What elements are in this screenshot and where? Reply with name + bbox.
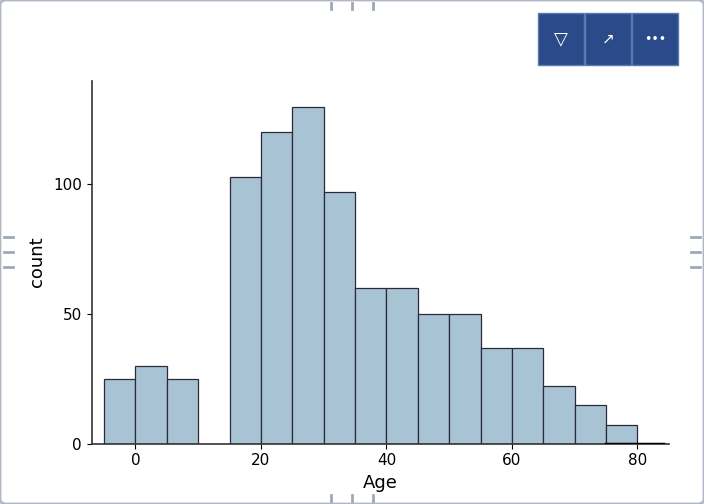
Bar <box>230 176 261 444</box>
Text: ↗: ↗ <box>602 32 615 46</box>
Y-axis label: count: count <box>28 237 46 287</box>
Text: •••: ••• <box>644 33 667 45</box>
Text: ▽: ▽ <box>554 30 567 48</box>
Bar <box>135 366 167 444</box>
FancyBboxPatch shape <box>632 13 679 65</box>
Bar <box>386 288 417 444</box>
Bar <box>104 379 135 444</box>
Bar <box>167 379 199 444</box>
Bar <box>481 348 512 444</box>
Bar <box>449 314 481 444</box>
Bar <box>606 425 637 444</box>
Bar <box>543 387 574 444</box>
Bar <box>355 288 386 444</box>
Bar <box>574 405 606 444</box>
FancyBboxPatch shape <box>538 13 584 65</box>
Bar <box>292 106 324 444</box>
Bar <box>261 133 292 444</box>
Text: Passengers by Age: Passengers by Age <box>200 29 423 49</box>
FancyBboxPatch shape <box>585 13 631 65</box>
Bar <box>324 192 355 444</box>
Bar <box>417 314 449 444</box>
X-axis label: Age: Age <box>363 474 398 492</box>
Bar <box>512 348 543 444</box>
